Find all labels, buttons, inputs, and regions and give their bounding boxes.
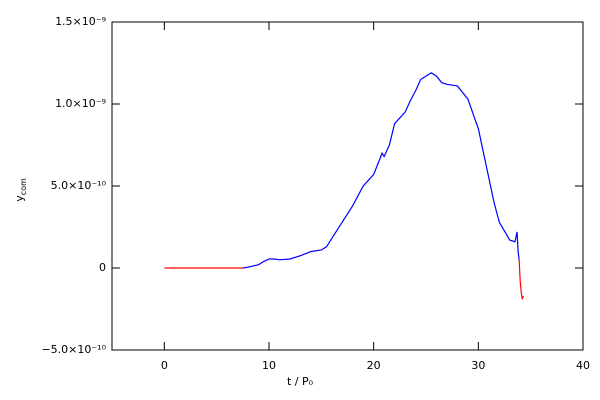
y-axis-label: ycom [13,178,28,202]
y-tick-label: 1.5×10⁻⁹ [55,15,106,28]
data-line [518,259,524,300]
y-axis-label-sub: com [19,178,28,195]
x-axis-label: t / P₀ [287,375,314,388]
x-tick-label: 40 [576,359,590,372]
x-tick-label: 0 [161,359,168,372]
plot-frame [111,21,584,351]
y-tick-label: 5.0×10⁻¹⁰ [51,179,107,192]
y-tick-label: −5.0×10⁻¹⁰ [41,343,106,356]
x-tick-label: 20 [367,359,381,372]
y-tick-label: 1.0×10⁻⁹ [55,97,106,110]
data-line [242,72,520,269]
y-tick-label: 0 [99,261,106,274]
y-axis-label-main: y [13,195,26,202]
x-tick-label: 10 [262,359,276,372]
x-tick-label: 30 [471,359,485,372]
